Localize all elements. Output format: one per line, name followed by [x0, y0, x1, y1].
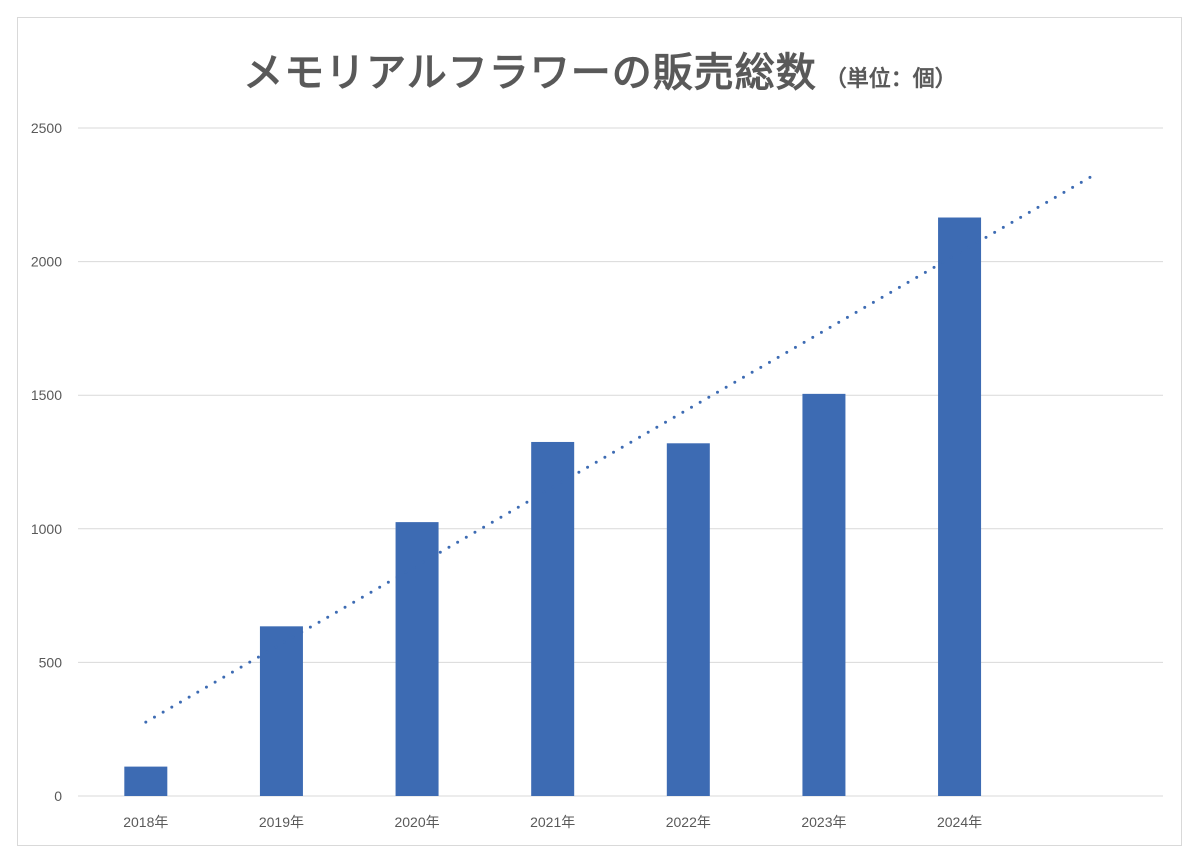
x-tick-label: 2021年 [530, 814, 575, 830]
chart-frame [17, 17, 1182, 846]
x-tick-label: 2019年 [259, 814, 304, 830]
x-tick-label: 2022年 [666, 814, 711, 830]
y-tick-label: 2000 [31, 254, 62, 270]
chart-title-block: メモリアルフラワーの販売総数 （単位：個） [0, 40, 1200, 98]
x-tick-label: 2020年 [394, 814, 439, 830]
bar-2024年 [938, 217, 982, 797]
y-tick-label: 1000 [31, 521, 62, 537]
bar-2019年 [259, 626, 303, 796]
y-tick-label: 500 [39, 654, 63, 670]
bar-2020年 [395, 522, 439, 796]
bar-2018年 [124, 766, 168, 796]
x-tick-label: 2018年 [123, 814, 168, 830]
y-tick-label: 2500 [31, 120, 62, 136]
x-tick-label: 2024年 [937, 814, 982, 830]
chart-subtitle: （単位：個） [824, 67, 957, 92]
bar-2022年 [666, 443, 710, 796]
x-tick-label: 2023年 [801, 814, 846, 830]
bar-2021年 [531, 441, 575, 796]
chart-title: メモリアルフラワーの販売総数 [243, 50, 817, 96]
bar-2023年 [802, 393, 846, 796]
y-tick-label: 0 [54, 788, 62, 804]
y-tick-label: 1500 [31, 387, 62, 403]
